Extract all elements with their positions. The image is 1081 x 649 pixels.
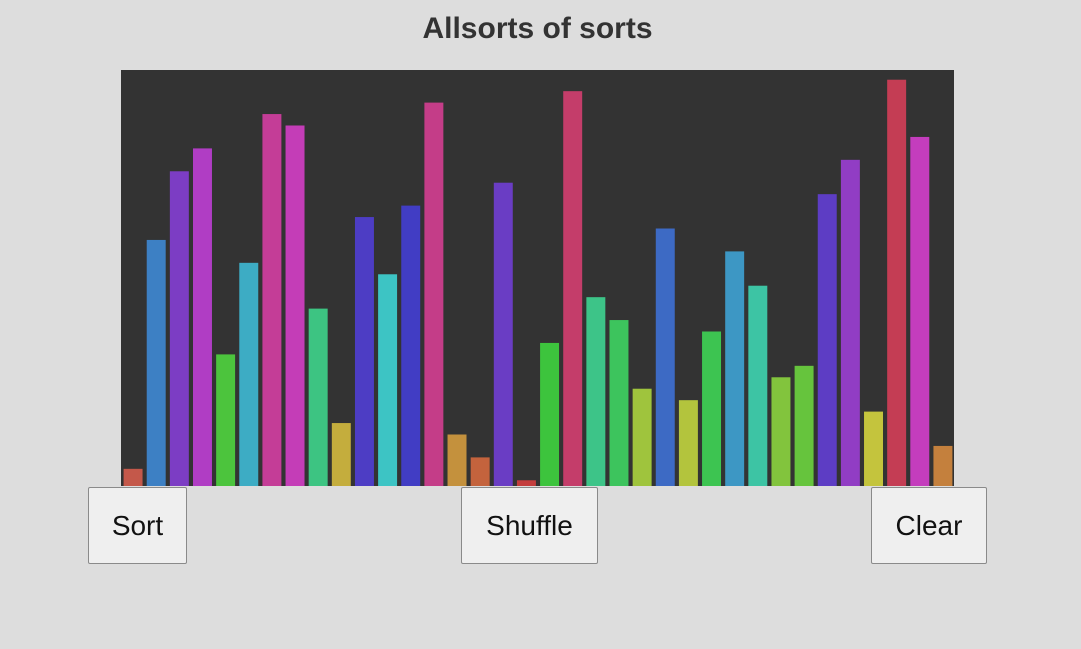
sort-button[interactable]: Sort (88, 487, 187, 564)
bar-16 (470, 457, 490, 486)
bar-21 (586, 297, 606, 486)
shuffle-button[interactable]: Shuffle (461, 487, 598, 564)
bar-24 (655, 228, 675, 486)
page-title: Allsorts of sorts (422, 12, 653, 45)
bar-36 (933, 445, 953, 486)
bar-6 (239, 262, 259, 486)
bar-34 (887, 79, 907, 486)
bar-10 (331, 423, 351, 486)
bar-25 (678, 400, 698, 486)
bar-2 (146, 239, 166, 486)
bar-20 (563, 91, 583, 486)
bar-13 (401, 205, 421, 486)
bar-3 (169, 171, 189, 486)
bar-31 (817, 194, 837, 486)
bar-18 (516, 480, 536, 486)
bar-23 (632, 388, 652, 486)
bar-12 (378, 274, 398, 486)
bar-chart-canvas (121, 70, 954, 486)
bar-30 (794, 365, 814, 486)
bar-14 (424, 102, 444, 486)
bar-22 (609, 320, 629, 486)
clear-button[interactable]: Clear (871, 487, 987, 564)
bar-4 (193, 148, 212, 486)
bar-32 (840, 159, 860, 486)
bar-26 (702, 331, 722, 486)
bar-1 (123, 468, 143, 486)
bar-35 (910, 136, 930, 486)
bar-33 (864, 411, 883, 486)
bar-11 (354, 217, 374, 486)
bar-chart (123, 79, 953, 486)
bar-29 (771, 377, 791, 486)
bar-5 (216, 354, 236, 486)
bar-28 (748, 285, 768, 486)
bar-17 (493, 182, 513, 486)
bar-8 (285, 125, 305, 486)
bar-27 (725, 251, 745, 486)
bar-19 (540, 342, 560, 486)
bar-15 (447, 434, 467, 486)
bar-7 (262, 114, 282, 486)
bar-9 (308, 308, 328, 486)
